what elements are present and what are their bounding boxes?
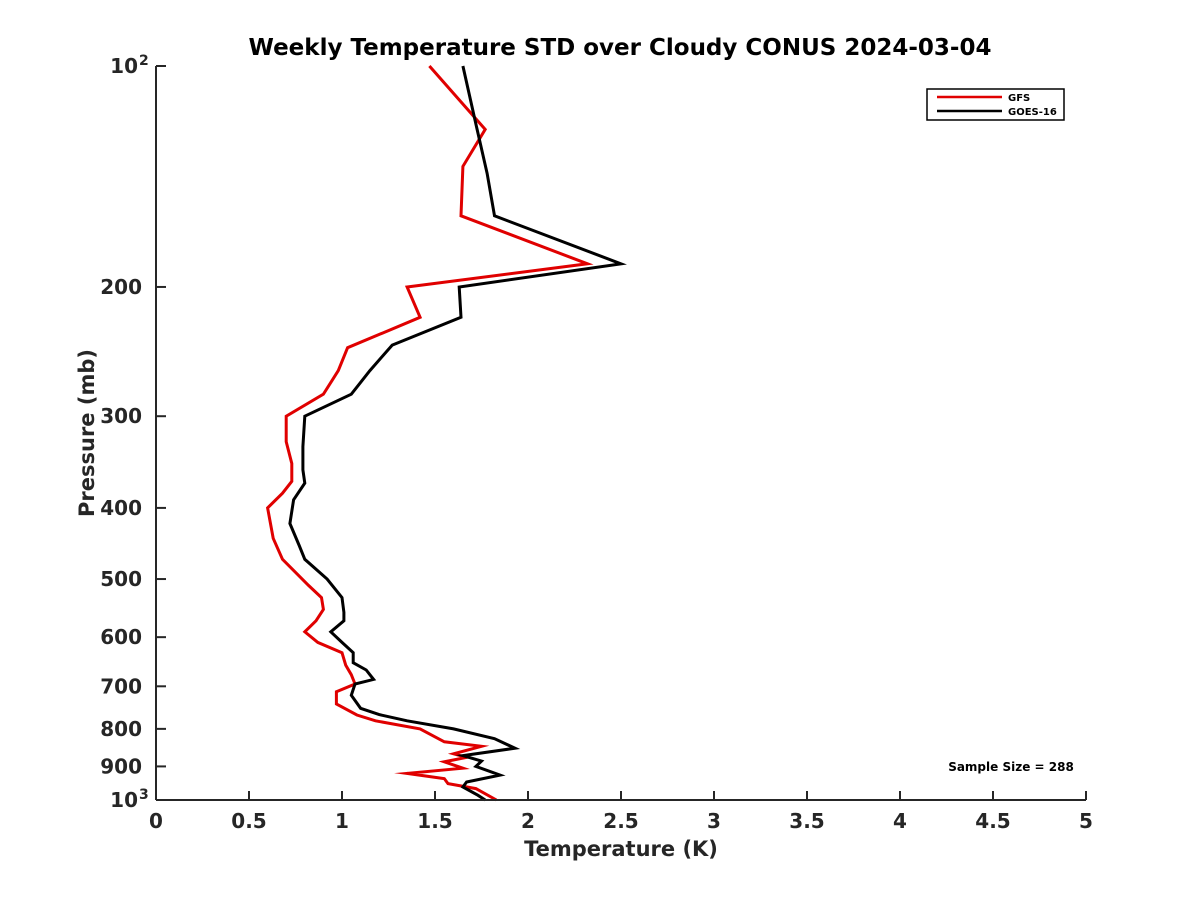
series-line-goes16 xyxy=(288,65,627,802)
x-tick-label: 1 xyxy=(335,809,349,833)
y-tick-label: 600 xyxy=(100,625,142,649)
y-tick-label: 800 xyxy=(100,717,142,741)
legend-box xyxy=(926,88,1065,121)
y-tick-label: 200 xyxy=(100,275,142,299)
x-tick-label: 3 xyxy=(707,809,721,833)
x-tick-label: 4.5 xyxy=(975,809,1010,833)
y-tick-label: 10 xyxy=(110,54,138,78)
y-tick-label: 400 xyxy=(100,496,142,520)
x-tick-label: 3.5 xyxy=(789,809,824,833)
y-tick-label: 700 xyxy=(100,674,142,698)
x-axis-label: Temperature (K) xyxy=(524,837,718,861)
y-tick-exponent: 2 xyxy=(139,53,149,69)
x-ticks: 0 0.5 1 1.5 2 2.5 3 3.5 4 4.5 5 xyxy=(149,791,1093,833)
legend-label-gfs: GFS xyxy=(1008,93,1030,104)
plot-area: 0 0.5 1 1.5 2 2.5 3 3.5 4 4.5 5 10 2200300400500600… xyxy=(100,53,1093,833)
y-tick-label: 900 xyxy=(100,754,142,778)
y-tick-label: 10 xyxy=(110,788,138,812)
y-tick-label: 300 xyxy=(100,404,142,428)
x-tick-label: 0 xyxy=(149,809,163,833)
x-tick-label: 0.5 xyxy=(231,809,266,833)
x-tick-label: 2.5 xyxy=(603,809,638,833)
series-group xyxy=(265,65,627,802)
sample-size-annotation: Sample Size = 288 xyxy=(948,760,1074,774)
legend-label-goes16: GOES-16 xyxy=(1008,107,1057,118)
y-axis-label: Pressure (mb) xyxy=(75,349,99,517)
y-tick-label: 500 xyxy=(100,567,142,591)
x-tick-label: 4 xyxy=(893,809,907,833)
legend: GFS GOES-16 xyxy=(926,88,1065,121)
y-tick-exponent: 3 xyxy=(139,787,149,803)
x-tick-label: 1.5 xyxy=(417,809,452,833)
x-tick-label: 5 xyxy=(1079,809,1093,833)
chart-title: Weekly Temperature STD over Cloudy CONUS… xyxy=(249,35,992,61)
x-tick-label: 2 xyxy=(521,809,535,833)
